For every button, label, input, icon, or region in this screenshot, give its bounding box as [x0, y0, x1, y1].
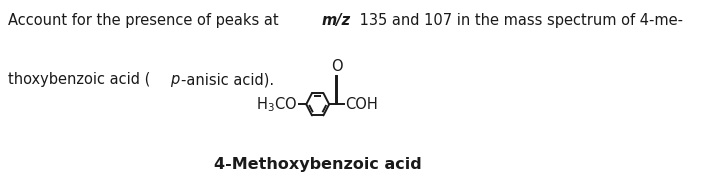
Text: Account for the presence of peaks at: Account for the presence of peaks at	[9, 13, 284, 28]
Text: 4-Methoxybenzoic acid: 4-Methoxybenzoic acid	[214, 157, 421, 172]
Text: O: O	[331, 59, 342, 74]
Text: -anisic acid).: -anisic acid).	[181, 72, 274, 87]
Text: H$_3$CO: H$_3$CO	[256, 95, 297, 114]
Text: 135 and 107 in the mass spectrum of 4-me-: 135 and 107 in the mass spectrum of 4-me…	[355, 13, 683, 28]
Text: p: p	[170, 72, 180, 87]
Text: m/z: m/z	[322, 13, 351, 28]
Text: COH: COH	[345, 97, 378, 112]
Text: thoxybenzoic acid (: thoxybenzoic acid (	[9, 72, 151, 87]
